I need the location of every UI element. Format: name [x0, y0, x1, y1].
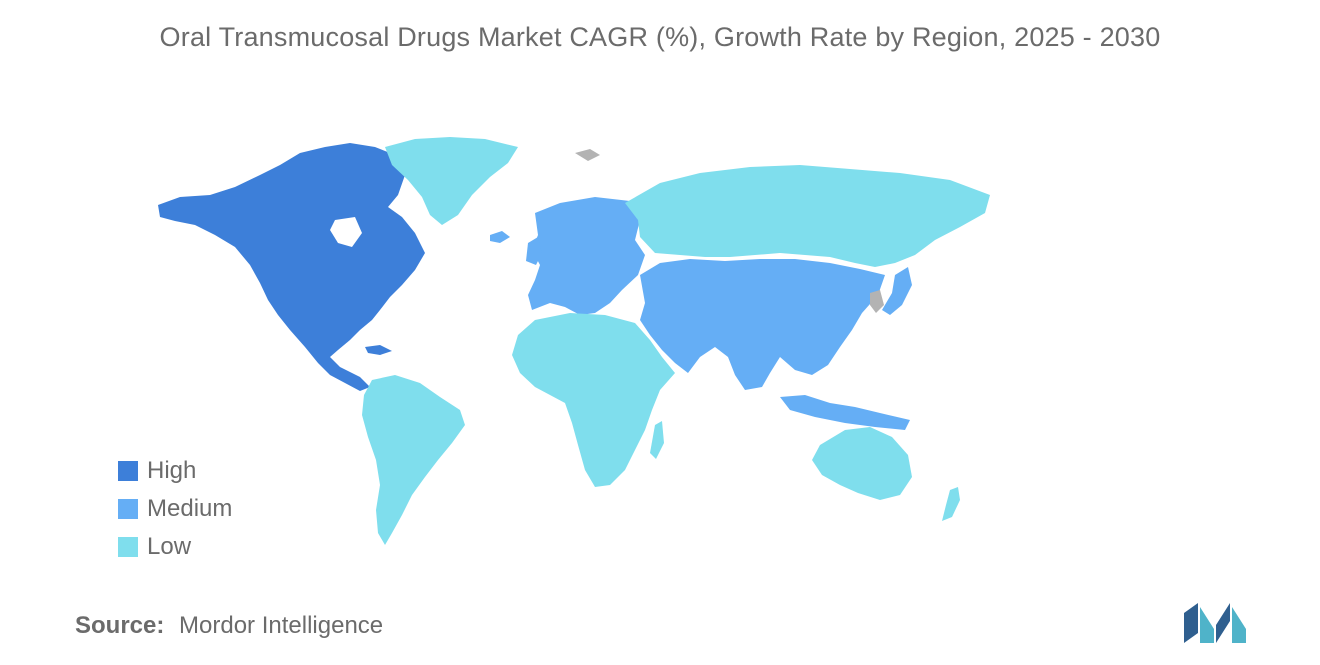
region-asia[interactable]	[640, 259, 885, 390]
region-madagascar[interactable]	[650, 421, 664, 459]
legend: High Medium Low	[118, 452, 232, 566]
region-svalbard[interactable]	[575, 149, 600, 161]
region-caribbean[interactable]	[365, 345, 392, 355]
region-iceland[interactable]	[490, 231, 510, 243]
region-greenland[interactable]	[385, 137, 518, 225]
source-label: Source:	[75, 612, 165, 639]
hudson-bay	[330, 217, 362, 247]
legend-label-high: High	[147, 457, 197, 484]
legend-swatch-high	[118, 461, 138, 481]
legend-label-low: Low	[147, 533, 192, 560]
region-korea[interactable]	[870, 290, 884, 313]
region-southeast-asia[interactable]	[780, 395, 910, 430]
world-map	[158, 137, 990, 545]
region-africa[interactable]	[512, 313, 675, 487]
region-japan[interactable]	[882, 267, 912, 315]
source-value: Mordor Intelligence	[179, 612, 384, 639]
region-europe[interactable]	[528, 197, 645, 315]
region-australia[interactable]	[812, 427, 912, 500]
region-uk[interactable]	[526, 237, 542, 265]
region-russia[interactable]	[625, 165, 990, 267]
mordor-logo-icon	[1184, 603, 1246, 643]
source-line: Source: Mordor Intelligence	[75, 612, 383, 640]
region-south-america[interactable]	[362, 375, 465, 545]
legend-swatch-low	[118, 537, 138, 557]
region-north-america[interactable]	[158, 143, 425, 391]
legend-swatch-medium	[118, 499, 138, 519]
legend-item-low: Low	[118, 528, 232, 566]
legend-label-medium: Medium	[147, 495, 233, 522]
legend-item-medium: Medium	[118, 490, 232, 528]
region-new-zealand[interactable]	[942, 487, 960, 521]
legend-item-high: High	[118, 452, 232, 490]
chart-title: Oral Transmucosal Drugs Market CAGR (%),…	[159, 22, 1161, 52]
